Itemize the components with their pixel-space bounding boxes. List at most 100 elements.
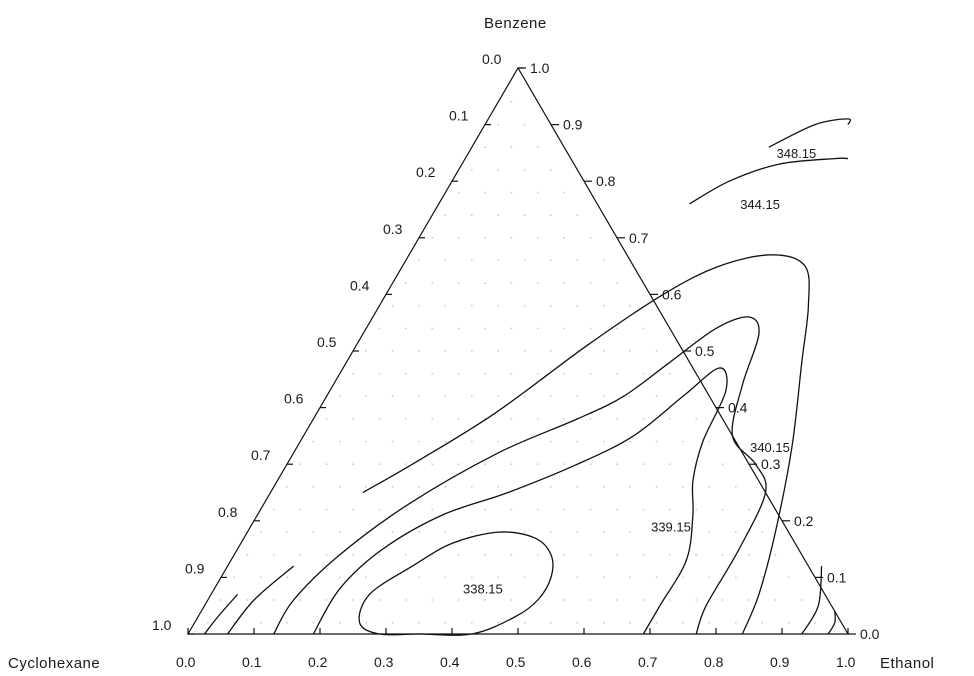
sample-dot	[576, 440, 579, 443]
sample-dot	[378, 418, 381, 420]
sample-dot	[734, 576, 737, 579]
sample-dot	[444, 621, 447, 624]
sample-dot	[550, 214, 552, 217]
sample-dot	[721, 508, 724, 511]
sample-dot	[470, 531, 473, 533]
sample-dot	[616, 327, 618, 330]
sample-dot	[352, 553, 354, 556]
sample-dot	[418, 304, 420, 307]
sample-dot	[391, 304, 394, 307]
sample-dot	[299, 599, 302, 601]
sample-dot	[391, 440, 394, 443]
sample-dot	[470, 304, 473, 307]
sample-dot	[457, 553, 460, 556]
sample-dot	[338, 621, 341, 624]
sample-dot	[563, 599, 566, 601]
sample-dot	[325, 463, 328, 466]
sample-dot	[352, 508, 354, 511]
sample-dot	[682, 485, 684, 488]
sample-dot	[708, 621, 711, 624]
sample-dot	[510, 101, 513, 103]
sample-dot	[536, 191, 539, 194]
sample-dot	[233, 576, 236, 579]
sample-dot	[629, 621, 632, 624]
sample-dot	[444, 214, 447, 217]
sample-dot	[431, 327, 434, 330]
sample-dot	[642, 418, 645, 420]
contour-label: 344.15	[740, 197, 780, 212]
axis-tick-labels: 0.01.00.00.10.90.10.20.80.20.30.70.30.40…	[152, 51, 880, 670]
sample-dot	[629, 440, 632, 443]
sample-points	[206, 101, 816, 624]
sample-dot	[708, 576, 711, 579]
sample-dot	[418, 440, 420, 443]
sample-dot	[668, 418, 671, 420]
sample-dot	[325, 553, 328, 556]
sample-dot	[655, 485, 658, 488]
sample-dot	[576, 214, 579, 217]
sample-dot	[787, 576, 790, 579]
sample-dot	[642, 508, 645, 511]
sample-dot	[444, 350, 447, 352]
sample-dot	[378, 553, 381, 556]
sample-dot	[616, 372, 618, 375]
sample-dot	[312, 485, 315, 488]
sample-dot	[246, 553, 249, 556]
sample-dot	[404, 463, 407, 466]
sample-dot	[418, 576, 420, 579]
sample-dot	[550, 304, 552, 307]
sample-dot	[642, 372, 645, 375]
sample-dot	[286, 531, 288, 533]
sample-dot	[589, 463, 592, 466]
sample-dot	[325, 599, 328, 601]
sample-dot	[286, 621, 288, 624]
sample-dot	[616, 463, 618, 466]
sample-dot	[391, 350, 394, 352]
contour-labels: 348.15 344.15 340.15 339.15 338.15	[463, 146, 816, 597]
sample-dot	[286, 485, 288, 488]
sample-dot	[695, 418, 698, 420]
sample-dot	[602, 440, 605, 443]
sample-dot	[682, 576, 684, 579]
sample-dot	[259, 621, 262, 624]
sample-dot	[470, 485, 473, 488]
sample-dot	[655, 621, 658, 624]
right-tick-label: 0.6	[662, 286, 682, 302]
left-tick-label: 0.4	[350, 277, 370, 293]
sample-dot	[246, 599, 249, 601]
sample-dot	[272, 553, 275, 556]
contour-line	[312, 367, 728, 635]
sample-dot	[418, 395, 420, 398]
sample-dot	[404, 553, 407, 556]
sample-dot	[431, 282, 434, 284]
sample-dot	[470, 350, 473, 352]
sample-dot	[418, 621, 420, 624]
sample-dot	[497, 304, 500, 307]
sample-dot	[734, 621, 737, 624]
sample-dot	[536, 418, 539, 420]
left-tick-label: 0.9	[185, 560, 205, 576]
sample-dot	[748, 508, 750, 511]
sample-dot	[668, 463, 671, 466]
sample-dot	[470, 395, 473, 398]
sample-dot	[286, 576, 288, 579]
sample-dot	[510, 327, 513, 330]
sample-dot	[457, 418, 460, 420]
bottom-tick-label: 0.1	[242, 654, 262, 670]
sample-dot	[352, 599, 354, 601]
sample-dot	[550, 531, 552, 533]
sample-dot	[774, 553, 777, 556]
sample-dot	[734, 485, 737, 488]
sample-dot	[748, 599, 750, 601]
sample-dot	[484, 282, 486, 284]
sample-dot	[536, 508, 539, 511]
sample-dot	[365, 621, 368, 624]
sample-dot	[655, 440, 658, 443]
sample-dot	[695, 508, 698, 511]
contour-label: 339.15	[651, 520, 691, 535]
sample-dot	[378, 463, 381, 466]
left-tick-label: 0.5	[317, 334, 337, 350]
sample-dot	[365, 395, 368, 398]
sample-dot	[272, 599, 275, 601]
sample-dot	[616, 553, 618, 556]
